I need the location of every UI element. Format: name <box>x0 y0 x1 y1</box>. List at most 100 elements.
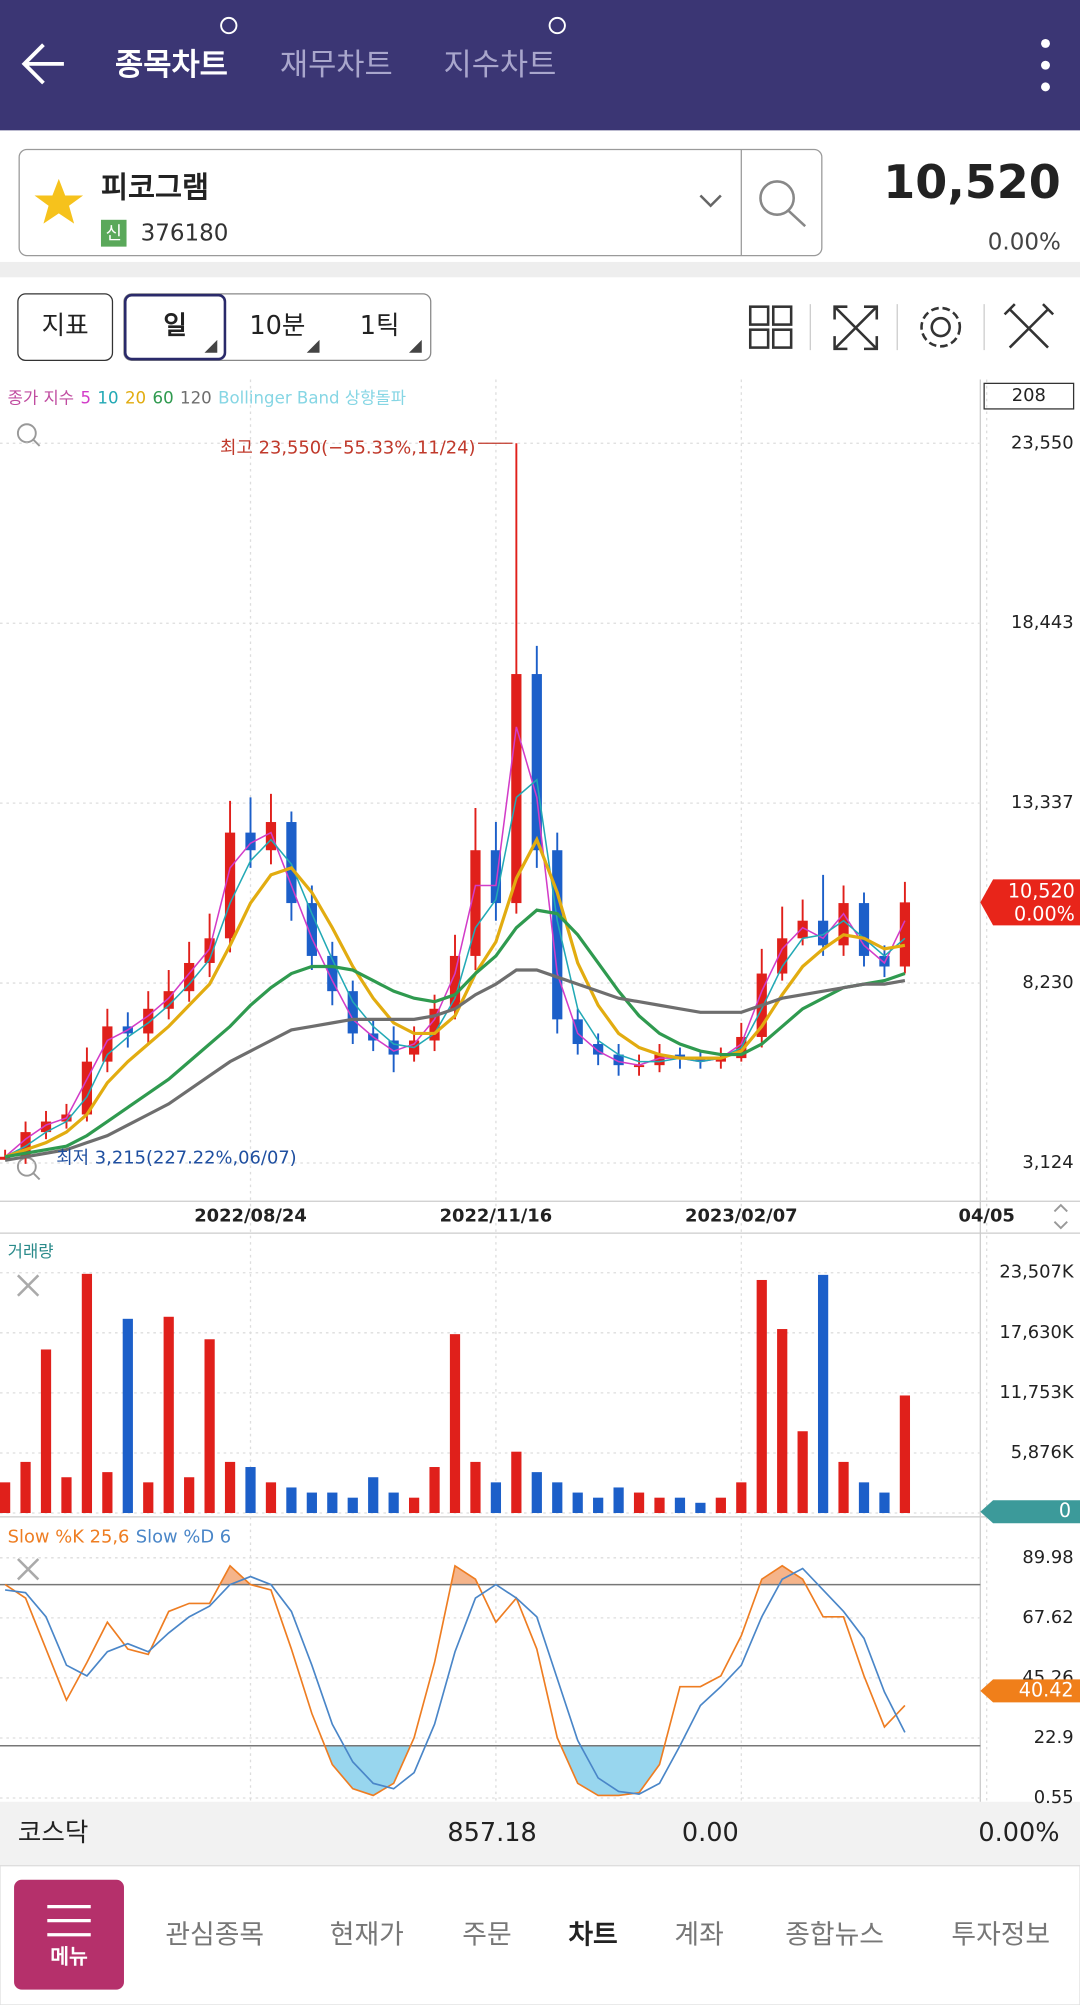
volume-bar <box>102 1472 113 1514</box>
period-option[interactable]: 1틱 <box>360 311 400 341</box>
candle-body <box>470 850 481 956</box>
candle-body <box>327 955 338 992</box>
candle-body <box>552 850 563 1020</box>
nav-item[interactable]: 종합뉴스 <box>785 1919 884 1950</box>
zoom-icon[interactable] <box>16 423 41 447</box>
bottom-nav <box>0 1865 1080 2005</box>
tab-icon <box>220 16 238 35</box>
stock-code: 376180 <box>141 220 229 246</box>
x-tick-label: 04/05 <box>959 1206 1015 1227</box>
candle-body <box>593 1044 604 1055</box>
volume-bar <box>368 1477 379 1514</box>
volume-bar <box>163 1316 174 1514</box>
volume-bar <box>449 1334 461 1514</box>
indicator-button[interactable] <box>17 293 114 362</box>
dropdown-caret[interactable] <box>699 194 722 208</box>
fullscreen-button[interactable] <box>833 305 879 351</box>
period-marker <box>204 339 422 353</box>
stock-search-box[interactable] <box>18 148 823 257</box>
moving-average-line <box>4 778 906 1158</box>
x-tick-label: 2023/02/07 <box>685 1206 798 1227</box>
moving-average-line <box>4 835 906 1159</box>
signal-label: Bollinger Band 상향돌파 <box>218 388 406 407</box>
separator <box>0 261 1080 278</box>
settings-button[interactable] <box>920 306 962 348</box>
volume-bar <box>265 1482 277 1514</box>
close-icon[interactable] <box>16 1274 40 1297</box>
oversold-fill <box>324 1745 665 1796</box>
candle-body <box>102 1026 113 1062</box>
candle-body <box>654 1054 665 1066</box>
legend-entry: 120 <box>180 388 212 407</box>
period-option[interactable]: 일 <box>163 311 187 341</box>
nav-item[interactable]: 차트 <box>568 1919 617 1950</box>
y-tick-label: 11,753K <box>999 1382 1075 1403</box>
market-change: 0.00 <box>682 1818 739 1848</box>
nav-item[interactable]: 현재가 <box>330 1919 404 1950</box>
more-menu[interactable] <box>1041 38 1050 92</box>
y-tick-label: 13,337 <box>1011 792 1074 813</box>
nav-item[interactable]: 계좌 <box>674 1919 723 1950</box>
overbought-fill <box>5 1565 905 1585</box>
y-tick-label: 22.9 <box>1034 1727 1074 1748</box>
nav-item[interactable]: 주문 <box>462 1919 511 1950</box>
candle-body <box>777 938 788 974</box>
candle-body <box>388 1040 399 1055</box>
volume-bar <box>736 1482 747 1514</box>
close-icon[interactable] <box>16 1558 40 1581</box>
candle-body <box>224 832 236 939</box>
price-badge-value: 10,520 <box>1008 880 1075 903</box>
volume-bar <box>654 1497 665 1514</box>
volume-bar <box>756 1279 767 1514</box>
price-plot <box>0 443 911 1164</box>
moving-average-line <box>4 908 906 1159</box>
tab[interactable]: 재무차트 <box>280 48 393 83</box>
info-box-text: 208 <box>1012 385 1046 406</box>
nav-item[interactable]: 관심종목 <box>165 1919 264 1950</box>
candle-body <box>633 1065 645 1068</box>
y-tick-label: 8,230 <box>1022 972 1073 993</box>
y-tick-label: 5,876K <box>1011 1442 1075 1463</box>
volume-badge-value: 0 <box>1059 1499 1071 1522</box>
tab-icon <box>548 16 566 35</box>
search-button[interactable] <box>759 180 807 228</box>
candle-body <box>695 1058 706 1062</box>
legend-entry: Slow %K 25,6 <box>8 1526 130 1547</box>
tab[interactable]: 종목차트 <box>115 48 228 83</box>
candle-body <box>511 674 522 904</box>
legend-entry: 60 <box>153 388 174 407</box>
volume-bar <box>838 1461 849 1514</box>
tools-button[interactable] <box>1003 303 1055 349</box>
legend: Slow %K 25,6 Slow %D 6 <box>8 1526 232 1547</box>
nav-item[interactable]: 투자정보 <box>951 1919 1050 1950</box>
legend: 종가 지수 5 10 20 60 120 Bollinger Band 상향돌파 <box>8 388 406 407</box>
volume-bar <box>61 1477 72 1514</box>
candle-body <box>715 1058 726 1062</box>
candle-body <box>163 991 174 1009</box>
period-option[interactable]: 10분 <box>249 311 305 341</box>
market-index: 857.18 <box>447 1818 536 1848</box>
y-tick-label: 18,443 <box>1011 612 1074 633</box>
volume-bar <box>879 1492 890 1514</box>
panel-title: 거래량 <box>8 1242 54 1261</box>
scroll-icon[interactable] <box>1053 1203 1068 1230</box>
app-header <box>0 0 1080 131</box>
candle-body <box>674 1054 686 1059</box>
candle-body <box>613 1054 624 1066</box>
back-button[interactable] <box>21 43 64 85</box>
layout-button[interactable] <box>748 305 793 349</box>
favorite-star[interactable] <box>34 178 84 224</box>
candle-body <box>0 1156 11 1160</box>
volume-bar <box>593 1497 604 1514</box>
tab[interactable]: 지수차트 <box>444 48 557 83</box>
volume-bar <box>286 1487 297 1514</box>
x-tick-label: 2022/11/16 <box>440 1206 553 1227</box>
volume-bar <box>122 1318 133 1514</box>
volume-bar <box>224 1461 236 1514</box>
volume-bar <box>81 1273 93 1514</box>
volume-bar <box>20 1461 31 1514</box>
volume-bar <box>715 1497 726 1514</box>
period-selected <box>123 293 227 361</box>
y-tick-label: 23,507K <box>999 1262 1075 1283</box>
candle-body <box>286 822 297 904</box>
